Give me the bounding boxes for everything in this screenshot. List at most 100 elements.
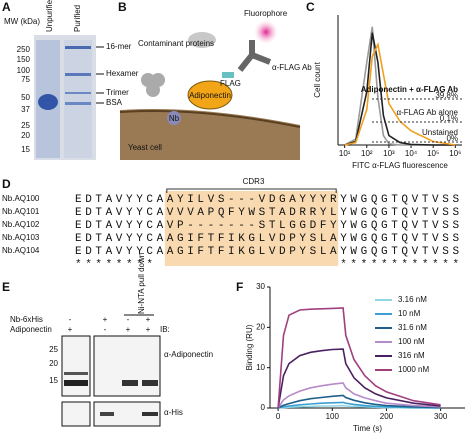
nb [167,111,181,125]
band-label: Hexamer [106,69,139,78]
band-label: BSA [106,98,123,107]
sign: + [103,315,108,324]
fluorophore [254,20,278,44]
x-tick-label: 100 [326,412,340,421]
blot [61,335,91,397]
mw-label: 37 [21,105,30,114]
sign: - [69,315,72,324]
yeast-cell [120,109,300,160]
label: Yeast cell [128,143,162,152]
mw-label: 250 [17,45,31,54]
legend-label: Adiponectin + α-FLAG Ab [361,85,458,94]
row-name: Nb.AQ103 [2,233,40,242]
x-tick-label: 300 [434,412,448,421]
ib: IB: [160,325,170,334]
panel-label: C [306,0,315,14]
band [64,372,88,375]
sign: + [126,325,131,334]
x-tick-label: 10³ [383,149,395,158]
band [142,380,158,386]
mw-label: 15 [21,145,30,154]
y-tick-label: 20 [256,322,265,331]
row-name: Adiponectin [10,325,52,334]
panel-label: D [2,177,11,191]
sign: + [68,325,73,334]
label: Fluorophore [244,9,288,18]
label: Contaminant proteins [138,39,214,48]
cdr-highlight [164,191,339,266]
y-axis-label: Cell count [313,61,322,97]
band [38,94,58,110]
band [65,102,91,105]
band [100,412,114,416]
legend-label: 31.6 nM [398,323,427,332]
curve [277,348,441,409]
y-tick-label: 0 [261,403,266,412]
panel-label: F [236,280,243,294]
western-blot: Nb-6xHis - + - +Adiponectin + - + +Ni-NTA pull d… [10,253,213,427]
panel-label: B [118,0,127,14]
mw-label: 25 [21,121,30,130]
band [64,380,88,386]
lane-label: Unpurified [45,0,54,32]
sequence: EDTAVYYCAAYILVS---VDGAYYYRYWGQGTQVTVSS [75,194,463,206]
sequence: EDTAVYYCAVVVAPQFYWSTADRRYLYWGQGTQVTVSS [75,207,463,219]
curve [277,394,441,409]
gate-percent: 0.1% [440,114,458,123]
legend-label: Unstained [422,128,458,137]
legend-label: 100 nM [398,337,425,346]
label: FLAG [220,79,241,88]
panel-label: A [2,0,11,14]
axis-label: MW (kDa) [4,17,40,26]
mw-label: 15 [49,376,58,385]
x-tick-label: 0 [276,412,281,421]
x-tick-label: 10⁶ [449,149,461,158]
row-name: Nb.AQ104 [2,246,40,255]
x-tick-label: 10¹ [339,149,351,158]
adiponectin [187,80,233,110]
mw-label: 25 [49,345,58,354]
row-name: Nb.AQ102 [2,220,40,229]
band [142,412,158,416]
blot [93,335,161,397]
y-tick-label: 10 [256,363,265,372]
protein [146,83,160,97]
sign: - [104,325,107,334]
flag [222,72,234,78]
band [122,380,138,386]
x-tick-label: 10⁵ [427,149,439,158]
label: α-FLAG Ab [272,63,312,72]
x-tick-label: 10² [361,149,373,158]
band-label: Trimer [106,88,129,97]
x-axis-label: FITC α-FLAG fluorescence [352,161,448,170]
band [65,73,91,76]
legend-label: 1000 nM [398,365,429,374]
y-axis-label: Binding (RU) [245,324,254,370]
sign: + [146,315,151,324]
x-tick-label: 10⁴ [405,149,418,158]
sequence: EDTAVYYCAAGIFTFIKGLVDPYSLAYWGQGTQVTVSS [75,246,463,258]
panel-label: E [2,280,10,294]
x-tick-label: 200 [380,412,394,421]
sensorgram: 0 100 200 300 0 10 20 30 Time (s) Binding (RU) 3.1… [245,282,465,433]
legend-label: 3.16 nM [398,295,427,304]
band [65,92,91,94]
legend-label: α-FLAG Ab alone [396,108,458,117]
antibody [237,40,272,72]
curve [277,307,441,409]
mw-label: 20 [49,359,58,368]
mw-label: 100 [17,66,31,75]
row-name: Nb.AQ101 [2,207,40,216]
lane [64,40,92,158]
pulldown: Ni-NTA pull down [137,253,146,314]
cell-wall [119,110,301,128]
protein [188,32,216,48]
alignment: CDR3 Nb.AQ100 EDTAVYYCAAYILVS---VDGAYYYRYW… [2,177,463,271]
mw-label: 50 [21,93,30,102]
conservation: ******** ************ [75,259,463,271]
sign: + [146,325,151,334]
gate-percent: 39.8% [435,91,458,100]
label: Nb [169,114,180,123]
